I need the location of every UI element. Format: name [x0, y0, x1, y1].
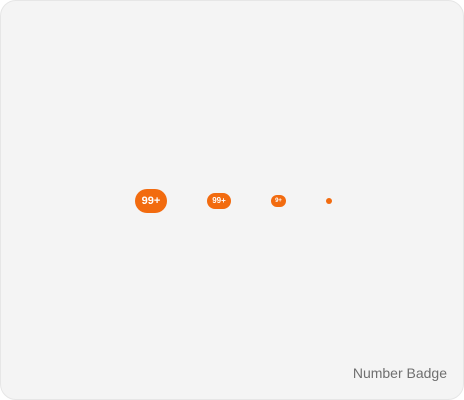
number-badge-large: 99+: [135, 189, 167, 213]
component-caption: Number Badge: [352, 365, 447, 381]
number-badge-medium: 99+: [207, 193, 231, 209]
dot-badge: [326, 198, 332, 204]
number-badge-small: 9+: [271, 195, 286, 207]
